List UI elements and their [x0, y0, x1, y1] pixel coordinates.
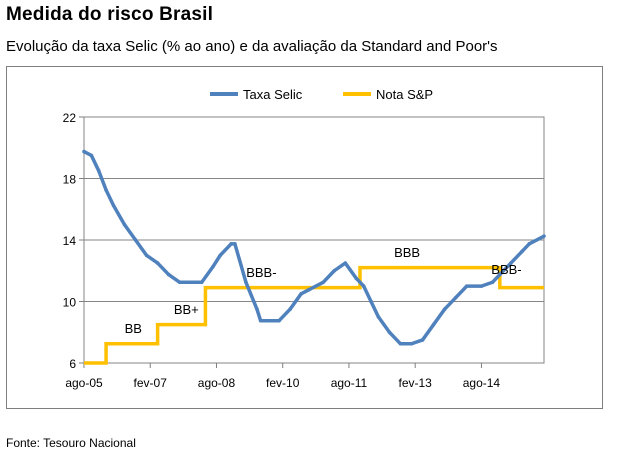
selic-point [520, 249, 524, 254]
chart-title: Medida do risco Brasil [6, 4, 214, 25]
selic-point [82, 149, 86, 154]
selic-point [409, 341, 414, 346]
selic-point [288, 307, 292, 311]
selic-point [144, 253, 149, 258]
x-tick-label: fev-13 [399, 376, 433, 390]
x-tick-label: ago-08 [198, 376, 236, 390]
chart-legend: Taxa Selic Nota S&P [210, 87, 433, 102]
selic-point [306, 288, 311, 292]
x-axis: ago-05 fev-07 ago-08 fev-10 ago-11 fev-13 ago-… [65, 363, 500, 390]
legend-label-sp: Nota S&P [376, 87, 433, 102]
selic-point [398, 341, 403, 346]
selic-point [111, 203, 116, 208]
selic-point [464, 284, 469, 288]
selic-point [431, 322, 436, 327]
selic-point [122, 222, 127, 227]
selic-point [369, 299, 373, 304]
selic-point [244, 280, 248, 285]
selic-point [453, 295, 458, 300]
legend-label-selic: Taxa Selic [243, 87, 303, 102]
selic-point [89, 153, 94, 158]
selic-point [442, 307, 447, 311]
y-tick-label: 18 [63, 173, 77, 187]
x-tick-label: ago-11 [331, 376, 368, 390]
source-note: Fonte: Tesouro Nacional [6, 436, 136, 450]
selic-point [229, 242, 234, 246]
x-tick-label: ago-05 [65, 376, 103, 390]
y-tick-label: 10 [63, 296, 77, 310]
selic-point [299, 292, 303, 296]
selic-point [498, 272, 502, 277]
selic-point [343, 261, 348, 265]
chart-frame [6, 66, 603, 409]
selic-point [218, 253, 222, 258]
selic-point [177, 280, 182, 285]
x-tick-label: fev-07 [134, 376, 168, 390]
selic-point [509, 261, 513, 265]
selic-point [104, 188, 108, 192]
rating-label: BBB- [246, 265, 276, 280]
selic-point [155, 261, 160, 265]
plot-area [82, 149, 546, 365]
y-tick-label: 22 [63, 111, 77, 125]
selic-point [277, 318, 281, 323]
x-tick-label: fev-10 [266, 376, 300, 390]
selic-point [332, 268, 337, 273]
selic-point [96, 169, 101, 173]
rating-label: BBB [394, 245, 420, 260]
selic-point [199, 280, 204, 285]
y-tick-label: 14 [63, 234, 77, 248]
rating-annotations: BB BB+ BBB- BBB BBB- [125, 245, 522, 336]
selic-point [527, 242, 532, 246]
series-line-nota-sp [84, 265, 544, 365]
chart-subtitle: Evolução da taxa Selic (% ao ano) e da a… [6, 38, 498, 55]
selic-point [188, 280, 193, 285]
selic-point [354, 276, 359, 281]
selic-point [233, 242, 237, 246]
selic-point [420, 338, 425, 342]
rating-label: BB [125, 321, 142, 336]
selic-point [361, 284, 366, 288]
rating-label: BB+ [174, 302, 199, 317]
series-line-taxa-selic [83, 150, 545, 346]
selic-point [133, 238, 138, 242]
y-axis: 6 10 14 18 22 [63, 111, 84, 371]
selic-point [166, 272, 171, 277]
selic-point [376, 315, 381, 319]
selic-point [479, 284, 484, 288]
selic-point [255, 307, 259, 311]
x-tick-label: ago-14 [463, 376, 501, 390]
rating-label: BBB- [491, 262, 521, 277]
selic-point [387, 330, 392, 335]
selic-point [321, 280, 326, 285]
selic-point [211, 265, 215, 269]
grid-lines [83, 116, 545, 364]
selic-point [542, 234, 546, 238]
selic-point [258, 318, 263, 323]
y-tick-label: 6 [69, 357, 76, 371]
selic-point [490, 280, 495, 285]
